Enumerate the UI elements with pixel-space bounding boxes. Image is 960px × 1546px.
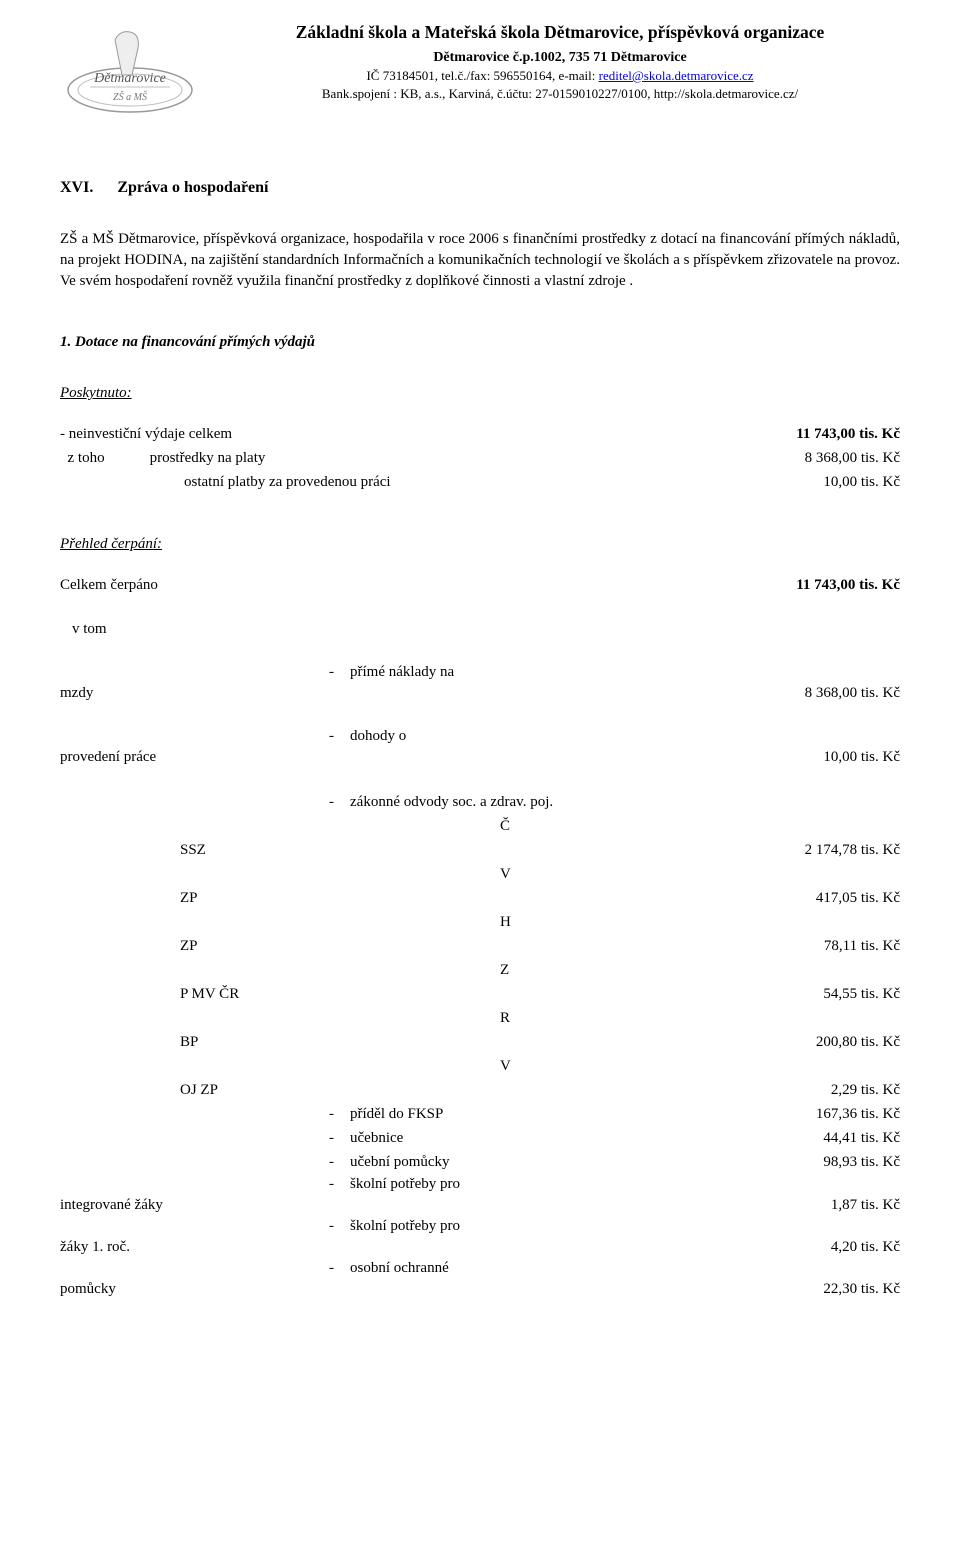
zakonne-label: zákonné odvody soc. a zdrav. poj. (350, 790, 730, 814)
bullet-row: -příděl do FKSP167,36 tis. Kč (60, 1102, 900, 1126)
poskytnuto-heading: Poskytnuto: (60, 383, 900, 404)
odvody-code-row: ZP417,05 tis. Kč (60, 886, 900, 910)
row-label: z toho prostředky na platy (60, 446, 730, 470)
dash: - (60, 790, 350, 814)
item-mzdy: - přímé náklady na mzdy 8 368,00 tis. Kč (60, 662, 900, 704)
odvody-code-row: P MV ČR54,55 tis. Kč (60, 982, 900, 1006)
section-heading: XVI. Zpráva o hospodaření (60, 177, 900, 199)
data-row: - neinvestiční výdaje celkem 11 743,00 t… (60, 422, 900, 446)
dash: - (60, 726, 350, 747)
svg-text:Dětmarovice: Dětmarovice (93, 71, 166, 86)
dash: - (60, 662, 350, 683)
svg-text:ZŠ a MŠ: ZŠ a MŠ (113, 91, 147, 103)
amount: 8 368,00 tis. Kč (730, 683, 900, 704)
subsection-heading: 1. Dotace na financování přímých výdajů (60, 332, 900, 353)
bullets-list: -příděl do FKSP167,36 tis. Kč-učebnice44… (60, 1102, 900, 1174)
label-cont: mzdy (60, 683, 730, 704)
label-line1: přímé náklady na (350, 662, 900, 683)
odvody-code-row: SSZ2 174,78 tis. Kč (60, 838, 900, 862)
row-label: ostatní platby za provedenou práci (60, 470, 730, 494)
odvody-letter-row: V (60, 1054, 900, 1078)
odvody-code-row: ZP78,11 tis. Kč (60, 934, 900, 958)
total-amount: 11 743,00 tis. Kč (730, 573, 900, 597)
odvody-letter-row: Z (60, 958, 900, 982)
data-row: ostatní platby za provedenou práci 10,00… (60, 470, 900, 494)
section-number: XVI. (60, 177, 93, 199)
odvody-letter-row: Č (60, 814, 900, 838)
row-label: - neinvestiční výdaje celkem (60, 422, 730, 446)
odvody-list: ČSSZ2 174,78 tis. KčVZP417,05 tis. KčHZP… (60, 814, 900, 1102)
document-header: Dětmarovice ZŠ a MŠ Základní škola a Mat… (60, 20, 900, 127)
contact-line: IČ 73184501, tel.č./fax: 596550164, e-ma… (220, 67, 900, 85)
poskytnuto-rows: - neinvestiční výdaje celkem 11 743,00 t… (60, 422, 900, 494)
email-link[interactable]: reditel@skola.detmarovice.cz (599, 68, 754, 83)
odvody-letter-row: H (60, 910, 900, 934)
data-row: z toho prostředky na platy 8 368,00 tis.… (60, 446, 900, 470)
item-dohody: - dohody o provedení práce 10,00 tis. Kč (60, 726, 900, 768)
twoline-list: -školní potřeby prointegrované žáky1,87 … (60, 1174, 900, 1300)
odvody-letter-row: R (60, 1006, 900, 1030)
school-logo: Dětmarovice ZŠ a MŠ (60, 20, 200, 127)
row-amount: 11 743,00 tis. Kč (730, 422, 900, 446)
intro-paragraph: ZŠ a MŠ Dětmarovice, příspěvková organiz… (60, 229, 900, 292)
total-label: Celkem čerpáno (60, 573, 730, 597)
row-amount: 10,00 tis. Kč (730, 470, 900, 494)
label-cont: provedení práce (60, 747, 730, 768)
address-line: Dětmarovice č.p.1002, 735 71 Dětmarovice (220, 48, 900, 68)
amount: 10,00 tis. Kč (730, 747, 900, 768)
bullet-row: -učební pomůcky98,93 tis. Kč (60, 1150, 900, 1174)
cerpani-heading: Přehled čerpání: (60, 534, 900, 555)
header-text-block: Základní škola a Mateřská škola Dětmarov… (220, 20, 900, 103)
odvody-code-row: BP200,80 tis. Kč (60, 1030, 900, 1054)
total-row: Celkem čerpáno 11 743,00 tis. Kč (60, 573, 900, 597)
empty (730, 790, 900, 814)
odvody-code-row: OJ ZP2,29 tis. Kč (60, 1078, 900, 1102)
contact-prefix: IČ 73184501, tel.č./fax: 596550164, e-ma… (366, 68, 598, 83)
label-line1: dohody o (350, 726, 900, 747)
zakonne-heading-row: - zákonné odvody soc. a zdrav. poj. (60, 790, 900, 814)
bullet-row: -učebnice44,41 tis. Kč (60, 1126, 900, 1150)
org-title: Základní škola a Mateřská škola Dětmarov… (220, 20, 900, 45)
section-title: Zpráva o hospodaření (117, 177, 268, 199)
odvody-letter-row: V (60, 862, 900, 886)
twoline-item: -školní potřeby prožáky 1. roč.4,20 tis.… (60, 1216, 900, 1258)
twoline-item: -školní potřeby prointegrované žáky1,87 … (60, 1174, 900, 1216)
row-amount: 8 368,00 tis. Kč (730, 446, 900, 470)
vtom-label: v tom (72, 619, 900, 640)
bank-line: Bank.spojení : KB, a.s., Karviná, č.účtu… (220, 85, 900, 103)
twoline-item: -osobní ochrannépomůcky22,30 tis. Kč (60, 1258, 900, 1300)
